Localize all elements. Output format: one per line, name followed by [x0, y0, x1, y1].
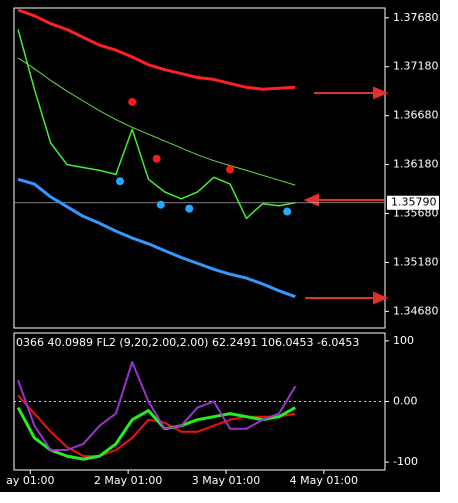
series-line	[17, 177, 296, 299]
series-line	[17, 57, 296, 186]
current-price-box	[387, 195, 439, 210]
x-tick-label: 2 May 01:00	[94, 474, 162, 487]
arrows	[303, 86, 389, 305]
signal-dot	[226, 165, 235, 174]
signal-dot	[185, 204, 194, 213]
y-tick-label: 1.36180	[393, 158, 439, 171]
y-tick-label: 1.35680	[393, 207, 439, 220]
y-tick-label: 100	[393, 334, 414, 347]
signal-dot	[128, 97, 137, 106]
background	[0, 0, 440, 492]
x-tick-label: 3 May 01:00	[192, 474, 260, 487]
y-tick-label: 1.35180	[393, 255, 439, 268]
indicator-title: 0366 40.0989 FL2 (9,20,2.00,2.00) 62.249…	[16, 336, 359, 349]
series-line	[17, 8, 296, 91]
price-panel-frame	[13, 7, 386, 329]
signal-dot	[116, 177, 124, 186]
x-tick-label: ay 01:00	[6, 474, 54, 487]
y-tick-label: 1.37180	[393, 60, 439, 73]
y-tick-label: 0.00	[393, 395, 418, 408]
y-tick-label: -100	[393, 455, 418, 468]
signal-dot	[283, 207, 292, 216]
series-line	[16, 406, 297, 461]
signal-dot	[152, 154, 161, 163]
y-tick-label: 1.37680	[393, 11, 439, 24]
y-tick-label: 1.34680	[393, 304, 439, 317]
signal-dot	[156, 200, 165, 209]
x-tick-label: 4 May 01:00	[290, 474, 358, 487]
y-tick-label: 1.36680	[393, 109, 439, 122]
series-line	[17, 29, 296, 220]
current-price-label: 1.35790	[391, 196, 437, 209]
series-line	[17, 361, 297, 451]
